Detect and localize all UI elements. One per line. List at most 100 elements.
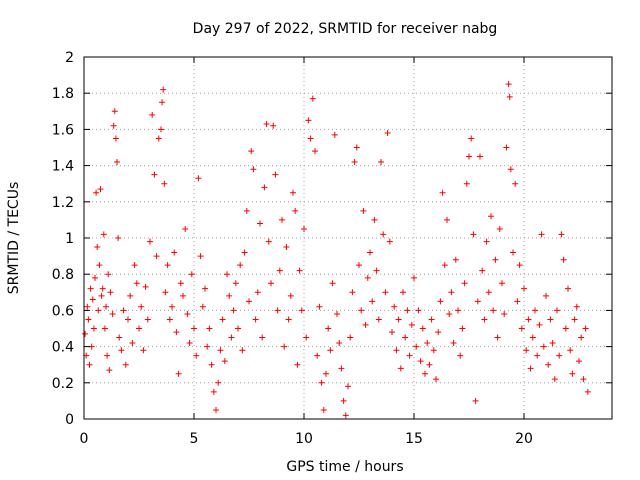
data-point [329, 280, 336, 287]
data-point [90, 325, 97, 332]
data-point [147, 238, 153, 245]
data-point [364, 274, 371, 281]
data-point [358, 307, 365, 314]
data-point [246, 298, 252, 305]
data-point [367, 249, 373, 256]
x-tick-label: 10 [295, 431, 313, 447]
data-point [221, 358, 228, 365]
data-point [279, 216, 285, 223]
data-point [272, 171, 279, 178]
data-point [560, 256, 567, 263]
data-point [336, 339, 343, 346]
data-point [149, 111, 156, 118]
data-point [107, 289, 114, 296]
data-point [131, 262, 138, 269]
data-point [89, 296, 96, 303]
data-point [512, 180, 519, 187]
data-point [110, 122, 117, 129]
data-point [230, 307, 237, 314]
data-point [532, 307, 538, 314]
data-point [499, 280, 505, 287]
data-point [104, 352, 111, 359]
data-point [485, 289, 492, 296]
data-point [426, 361, 433, 368]
data-point [155, 135, 162, 142]
data-point [276, 267, 283, 274]
data-point [259, 334, 266, 341]
data-point [177, 280, 184, 287]
data-point [173, 329, 180, 336]
y-tick-label: 1 [65, 231, 74, 247]
data-point [567, 347, 574, 354]
data-point [507, 166, 514, 173]
data-point [527, 365, 534, 372]
data-point [195, 175, 202, 182]
data-point [424, 339, 431, 346]
data-point [206, 325, 213, 332]
data-point [342, 412, 349, 419]
data-point [210, 388, 217, 395]
y-tick-label: 0.8 [52, 267, 74, 283]
y-tick-label: 0 [65, 412, 74, 428]
data-point [573, 303, 580, 310]
data-point [243, 207, 250, 214]
data-point [250, 166, 257, 173]
data-point [334, 311, 340, 318]
y-tick-label: 0.4 [52, 340, 74, 356]
data-point [180, 292, 186, 299]
data-point [448, 289, 455, 296]
data-point [488, 213, 494, 220]
data-point [217, 347, 224, 354]
data-point [301, 225, 307, 232]
data-point [268, 280, 274, 287]
data-point [463, 180, 470, 187]
data-point [378, 158, 384, 165]
data-point [470, 231, 477, 238]
data-point [569, 370, 576, 377]
data-point [506, 93, 513, 100]
data-point [536, 321, 543, 328]
data-point [400, 289, 406, 296]
data-point [283, 244, 290, 251]
data-point [461, 280, 468, 287]
data-point [452, 256, 459, 263]
data-point [235, 325, 241, 332]
data-point [202, 285, 208, 292]
data-point [160, 86, 167, 93]
data-point [516, 262, 523, 269]
data-point [402, 334, 409, 341]
data-point [182, 225, 189, 232]
x-tick-label: 5 [190, 431, 199, 447]
data-point [252, 316, 259, 323]
data-point [122, 361, 129, 368]
data-point [501, 311, 508, 318]
data-point [115, 235, 122, 241]
y-tick-label: 2 [65, 50, 74, 66]
data-point [505, 81, 512, 88]
chart-title: Day 297 of 2022, SRMTID for receiver nab… [193, 21, 498, 37]
x-tick-label: 15 [405, 431, 423, 447]
data-point [257, 220, 263, 227]
data-point [120, 307, 127, 314]
data-point [556, 352, 563, 359]
data-point [345, 383, 351, 390]
data-point [133, 280, 140, 287]
data-point [419, 325, 426, 332]
data-point [323, 370, 329, 377]
data-point [100, 231, 107, 238]
data-point [281, 343, 288, 350]
y-tick-label: 1.8 [52, 86, 74, 102]
data-point [496, 225, 503, 232]
data-point [204, 343, 211, 350]
data-point [411, 274, 417, 281]
data-point [494, 334, 501, 341]
data-point [340, 397, 347, 404]
data-point [111, 108, 118, 115]
data-point [318, 379, 325, 386]
data-point [239, 347, 246, 354]
data-point [543, 292, 549, 299]
data-point [362, 321, 369, 328]
data-point [371, 216, 378, 223]
data-point [479, 267, 486, 274]
data-point [138, 303, 145, 310]
